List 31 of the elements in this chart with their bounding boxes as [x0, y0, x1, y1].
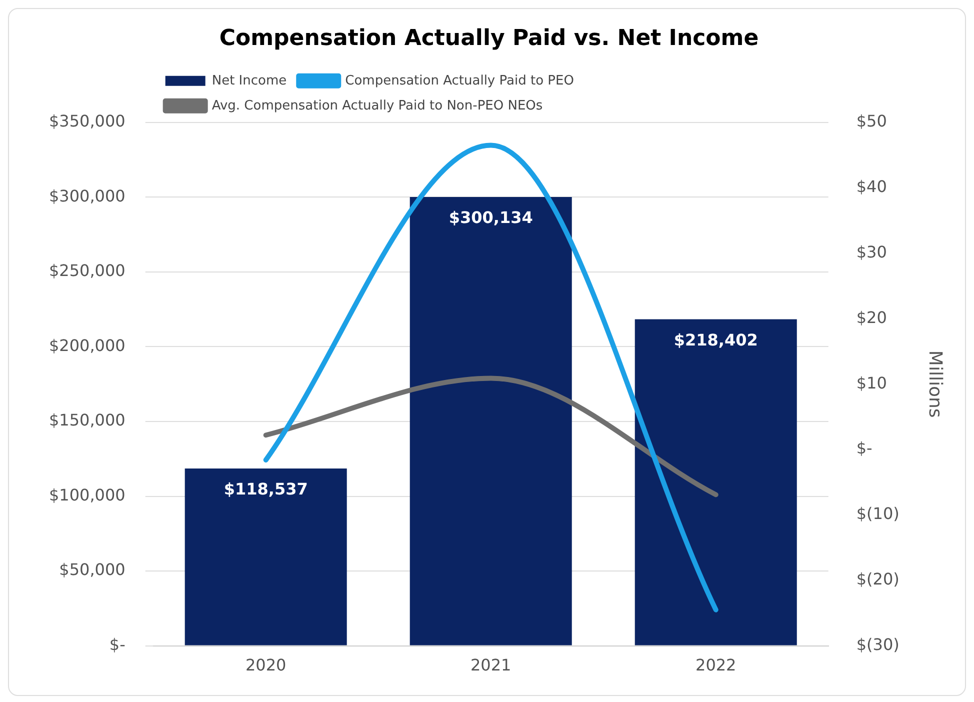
- y-tick-label: $200,000: [49, 336, 126, 355]
- chart-title: Compensation Actually Paid vs. Net Income: [219, 26, 759, 51]
- x-tick-label: 2020: [245, 656, 286, 675]
- y2-tick-label: $20: [856, 308, 887, 327]
- y2-tick-label: $50: [856, 112, 887, 131]
- y2-tick-label: $10: [856, 373, 887, 392]
- data-label: $218,402: [674, 330, 758, 350]
- y2-tick-label: $(20): [856, 570, 900, 589]
- y2-axis-title: Millions: [924, 350, 946, 418]
- x-tick-label: 2022: [696, 656, 736, 675]
- y2-tick-label: $40: [856, 176, 887, 196]
- data-label: $118,537: [224, 480, 308, 499]
- y-tick-label: $250,000: [49, 261, 126, 280]
- legend-label: Avg. Compensation Actually Paid to Non-PEO NEOs: [212, 98, 543, 114]
- legend-label: Compensation Actually Paid to PEO: [345, 73, 574, 88]
- bar: [410, 196, 572, 646]
- y2-tick-label: $30: [856, 242, 887, 262]
- data-label: $300,134: [448, 208, 533, 228]
- y2-tick-label: $(10): [856, 504, 900, 524]
- y2-tick-label: $(30): [856, 634, 900, 654]
- x-tick-label: 2021: [470, 656, 512, 675]
- y2-tick-label: $-: [856, 438, 872, 458]
- y-tick-label: $350,000: [49, 112, 126, 131]
- y-tick-label: $-: [109, 634, 126, 654]
- bar: [634, 319, 797, 646]
- y-tick-label: $150,000: [49, 410, 126, 430]
- legend-label: Net Income: [212, 73, 287, 88]
- y-tick-label: $50,000: [59, 560, 126, 580]
- y-tick-label: $300,000: [49, 186, 126, 206]
- y-tick-label: $100,000: [49, 485, 126, 504]
- bar: [184, 468, 347, 646]
